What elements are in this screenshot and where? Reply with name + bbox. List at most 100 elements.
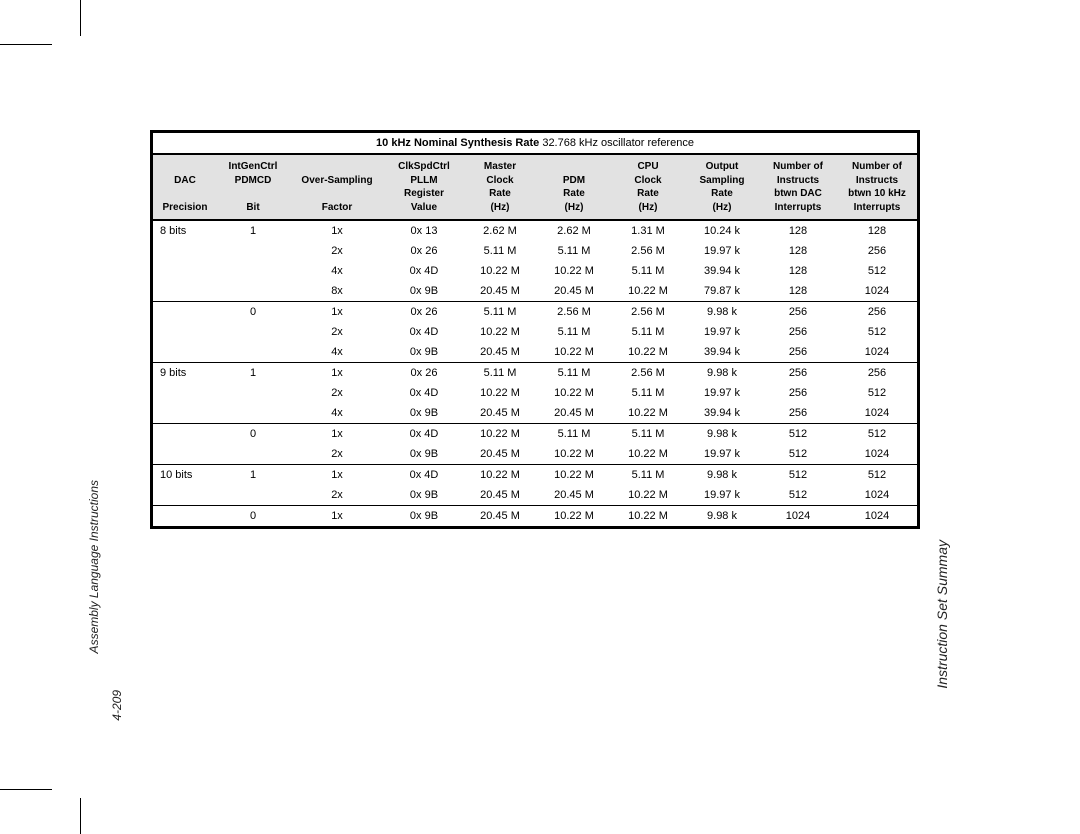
table-header-cell: (Hz) <box>537 201 611 221</box>
synthesis-rate-table: 10 kHz Nominal Synthesis Rate 32.768 kHz… <box>150 130 920 529</box>
cell: 2x <box>289 444 385 465</box>
table-body: 8 bits11x0x 132.62 M2.62 M1.31 M10.24 k1… <box>153 220 917 526</box>
cell: 10.22 M <box>463 383 537 403</box>
cell-precision: 8 bits <box>153 220 217 241</box>
cell: 512 <box>837 383 917 403</box>
cell: 256 <box>759 342 837 363</box>
cell: 20.45 M <box>463 485 537 506</box>
table-header-cell: (Hz) <box>463 201 537 221</box>
cell: 10.22 M <box>463 424 537 445</box>
cell: 5.11 M <box>537 322 611 342</box>
cell-precision <box>153 281 217 302</box>
cell: 20.45 M <box>537 485 611 506</box>
table-header-cell <box>289 187 385 201</box>
cell: 128 <box>837 220 917 241</box>
cell: 20.45 M <box>537 281 611 302</box>
cell: 512 <box>759 485 837 506</box>
cell: 0x 26 <box>385 241 463 261</box>
cell-pdmcd: 0 <box>217 302 289 323</box>
cell: 0x 26 <box>385 302 463 323</box>
cell: 10.22 M <box>537 444 611 465</box>
cell: 1024 <box>837 281 917 302</box>
table-header: IntGenCtrlClkSpdCtrlMasterCPUOutputNumbe… <box>153 154 917 220</box>
table-header-cell <box>153 154 217 174</box>
cell-pdmcd: 0 <box>217 506 289 527</box>
cell: 0x 13 <box>385 220 463 241</box>
table-header-cell: ClkSpdCtrl <box>385 154 463 174</box>
cell: 10.22 M <box>537 506 611 527</box>
cell-pdmcd <box>217 342 289 363</box>
table-header-row: DACPDMCDOver-SamplingPLLMClockPDMClockSa… <box>153 174 917 188</box>
cell: 128 <box>759 241 837 261</box>
cell: 10.22 M <box>537 383 611 403</box>
cell: 2.56 M <box>537 302 611 323</box>
cell: 0x 4D <box>385 383 463 403</box>
cell: 19.97 k <box>685 485 759 506</box>
cell: 1.31 M <box>611 220 685 241</box>
cell: 5.11 M <box>463 302 537 323</box>
table-header-cell: Value <box>385 201 463 221</box>
table-header-row: RegisterRateRateRateRatebtwn DACbtwn 10 … <box>153 187 917 201</box>
cell: 2x <box>289 322 385 342</box>
cell: 5.11 M <box>463 241 537 261</box>
table-header-cell: btwn 10 kHz <box>837 187 917 201</box>
cell: 5.11 M <box>611 261 685 281</box>
cell-pdmcd: 1 <box>217 363 289 384</box>
cell-precision: 10 bits <box>153 465 217 486</box>
cell: 1024 <box>837 403 917 424</box>
cell: 256 <box>837 241 917 261</box>
table-header-cell: Interrupts <box>837 201 917 221</box>
cell-precision <box>153 424 217 445</box>
cell: 0x 9B <box>385 506 463 527</box>
cell: 1x <box>289 465 385 486</box>
table-title-rest: 32.768 kHz oscillator reference <box>539 137 694 149</box>
table-row: 01x0x 9B20.45 M10.22 M10.22 M9.98 k10241… <box>153 506 917 527</box>
table-row: 8x0x 9B20.45 M20.45 M10.22 M79.87 k12810… <box>153 281 917 302</box>
cell: 0x 9B <box>385 444 463 465</box>
cell: 256 <box>759 383 837 403</box>
cell: 2.62 M <box>463 220 537 241</box>
table-header-cell: Interrupts <box>759 201 837 221</box>
table-header-cell: Clock <box>611 174 685 188</box>
cell: 9.98 k <box>685 363 759 384</box>
cell: 256 <box>837 302 917 323</box>
cell: 0x 26 <box>385 363 463 384</box>
cell-precision <box>153 383 217 403</box>
table-header-cell: Rate <box>685 187 759 201</box>
table-header-cell: PLLM <box>385 174 463 188</box>
cell: 10.22 M <box>611 506 685 527</box>
cell: 0x 4D <box>385 465 463 486</box>
cell: 9.98 k <box>685 424 759 445</box>
cell: 2.56 M <box>611 302 685 323</box>
cell: 10.22 M <box>537 261 611 281</box>
table-header-cell <box>537 154 611 174</box>
cell-pdmcd: 0 <box>217 424 289 445</box>
cell-pdmcd <box>217 444 289 465</box>
cell: 19.97 k <box>685 322 759 342</box>
table-row: 9 bits11x0x 265.11 M5.11 M2.56 M9.98 k25… <box>153 363 917 384</box>
cell: 20.45 M <box>463 444 537 465</box>
cell-precision <box>153 241 217 261</box>
table-row: 2x0x 9B20.45 M10.22 M10.22 M19.97 k51210… <box>153 444 917 465</box>
cell: 79.87 k <box>685 281 759 302</box>
cell: 1024 <box>837 444 917 465</box>
cell: 39.94 k <box>685 342 759 363</box>
crop-mark <box>0 44 52 45</box>
table-header-cell: Instructs <box>837 174 917 188</box>
table-header-cell: PDM <box>537 174 611 188</box>
table-header-cell: IntGenCtrl <box>217 154 289 174</box>
cell: 0x 9B <box>385 403 463 424</box>
cell: 128 <box>759 220 837 241</box>
cell: 4x <box>289 403 385 424</box>
cell: 5.11 M <box>611 465 685 486</box>
table-row: 2x0x 265.11 M5.11 M2.56 M19.97 k128256 <box>153 241 917 261</box>
cell: 9.98 k <box>685 465 759 486</box>
table-header-cell: Factor <box>289 201 385 221</box>
cell-pdmcd <box>217 281 289 302</box>
table-header-cell: Rate <box>463 187 537 201</box>
cell-pdmcd: 1 <box>217 220 289 241</box>
cell: 256 <box>759 403 837 424</box>
cell: 10.22 M <box>611 281 685 302</box>
page: Instruction Set Summay Assembly Language… <box>0 0 1080 834</box>
cell: 2x <box>289 485 385 506</box>
